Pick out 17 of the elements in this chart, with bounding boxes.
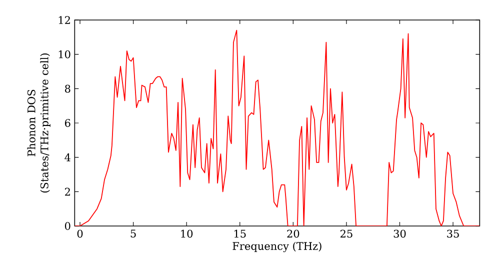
x-tick-label: 30 bbox=[394, 230, 406, 238]
x-tick-label: 15 bbox=[234, 230, 246, 238]
y-tick-label: 12 bbox=[58, 16, 70, 24]
x-tick-label: 20 bbox=[287, 230, 300, 238]
y-tick-label: 4 bbox=[64, 153, 70, 162]
x-tick-label: 10 bbox=[181, 230, 193, 238]
x-tick-label: 0 bbox=[77, 230, 83, 238]
y-tick-label: 6 bbox=[64, 119, 70, 127]
y-tick-label: 10 bbox=[58, 50, 70, 58]
x-tick-label: 35 bbox=[447, 230, 459, 238]
x-tick-label: 25 bbox=[340, 230, 352, 238]
x-axis-title: Frequency (THz) bbox=[232, 242, 322, 252]
y-tick-label: 8 bbox=[64, 84, 70, 93]
x-tick-label: 5 bbox=[130, 230, 136, 238]
y-tick-label: 2 bbox=[65, 188, 70, 196]
y-tick-label: 0 bbox=[64, 222, 70, 230]
y-axis-title: Phonon DOS (States/THz·primitive cell) bbox=[27, 53, 50, 193]
